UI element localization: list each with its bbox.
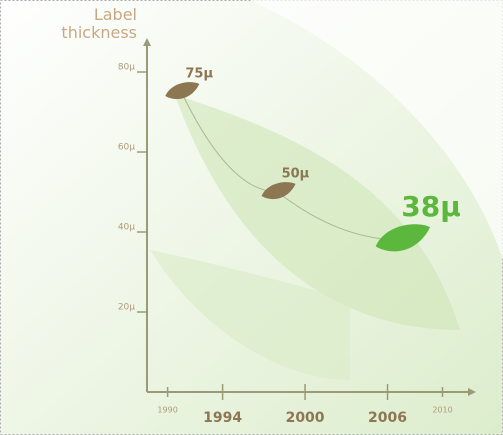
- y-tick-label: 40µ: [118, 223, 135, 233]
- x-tick-label: 2006: [368, 410, 407, 426]
- value-label: 75µ: [185, 67, 213, 82]
- value-label: 50µ: [282, 167, 310, 182]
- value-label: 38µ: [401, 190, 461, 223]
- x-tick-label: 1990: [157, 406, 177, 415]
- y-tick-label: 80µ: [118, 63, 135, 73]
- y-tick-label: 20µ: [118, 303, 135, 313]
- x-tick-label: 2010: [432, 406, 452, 415]
- chart-svg: 20µ 40µ 60µ 80µ 1990 1994 2000 2006 2010 75µ 50µ 38…: [0, 0, 503, 435]
- y-axis-label: Label thickness: [40, 6, 137, 42]
- x-tick-label: 1994: [203, 410, 242, 426]
- x-tick-label: 2000: [286, 410, 325, 426]
- y-tick-label: 60µ: [118, 143, 135, 153]
- chart: 20µ 40µ 60µ 80µ 1990 1994 2000 2006 2010 75µ 50µ 38…: [0, 0, 503, 435]
